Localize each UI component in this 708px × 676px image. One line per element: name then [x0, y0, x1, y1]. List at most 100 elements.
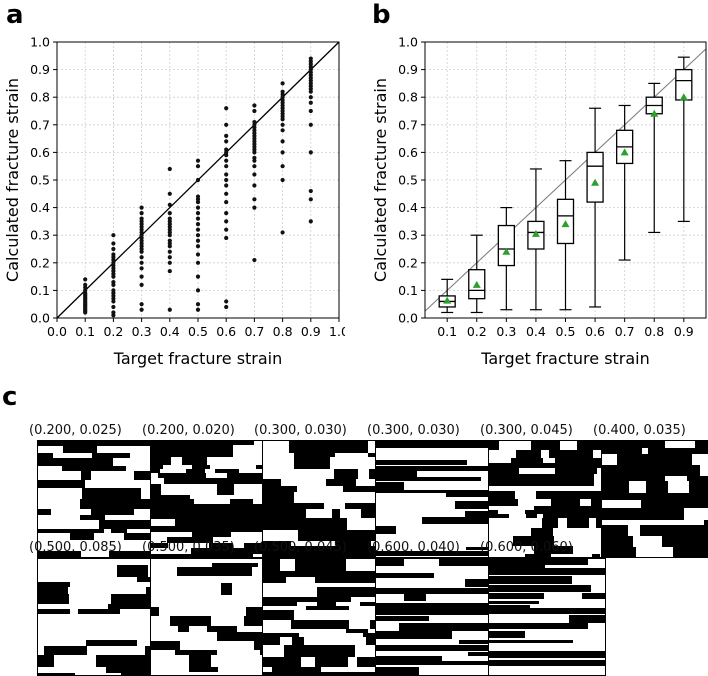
y-tick-label: 0.0	[398, 311, 418, 326]
phase-block	[315, 657, 348, 667]
box-0.9	[675, 56, 693, 222]
data-point	[139, 302, 144, 307]
mean-marker	[531, 229, 540, 237]
data-point	[224, 199, 229, 205]
data-point	[195, 227, 201, 232]
phase-block	[294, 457, 330, 469]
phase-block	[489, 605, 530, 608]
phase-block	[469, 603, 492, 608]
data-point	[308, 122, 313, 127]
phase-block	[617, 454, 651, 465]
phase-block	[530, 608, 605, 614]
phase-block	[151, 457, 171, 465]
phase-block	[120, 667, 154, 673]
phase-block	[571, 491, 605, 499]
x-tick-label: 0.6	[216, 324, 236, 339]
phase-block	[171, 504, 207, 514]
phase-block	[555, 458, 578, 463]
phase-block	[285, 667, 321, 672]
phase-block	[78, 480, 85, 488]
x-tick-label: 0.4	[160, 324, 180, 339]
phase-block	[376, 667, 419, 675]
microstructure-pattern	[489, 441, 605, 557]
microstructure-label: (0.600, 0.060)	[480, 540, 573, 555]
data-point	[308, 56, 313, 61]
y-axis-label: Calculated fracture strain	[3, 78, 22, 282]
phase-block	[158, 473, 197, 478]
phase-block	[223, 563, 258, 567]
data-point	[224, 235, 229, 241]
phase-block	[602, 481, 629, 493]
phase-block	[455, 501, 476, 509]
phase-block	[511, 458, 543, 463]
data-point	[167, 249, 172, 254]
phase-block	[210, 532, 231, 537]
phase-block	[216, 526, 227, 532]
phase-block	[317, 602, 336, 606]
data-point	[139, 216, 144, 221]
phase-block	[106, 667, 120, 673]
data-point	[252, 164, 257, 169]
microstructure-label: (0.600, 0.040)	[367, 540, 460, 555]
panel-label-c: c	[2, 382, 18, 412]
data-point	[224, 227, 229, 232]
phase-block	[376, 631, 452, 639]
microstructure-image	[375, 440, 493, 558]
phase-block	[298, 530, 328, 541]
x-tick-label: 0.6	[585, 324, 605, 339]
phase-block	[352, 546, 379, 557]
phase-block	[80, 499, 92, 509]
microstructure-image	[488, 558, 606, 676]
phase-block	[263, 602, 297, 606]
phase-block	[38, 441, 81, 446]
data-point	[280, 81, 285, 86]
mean-marker	[679, 93, 688, 101]
phase-block	[137, 594, 153, 604]
box-0.5	[556, 160, 575, 311]
phase-block	[489, 593, 544, 599]
x-tick-label: 0.9	[301, 324, 321, 339]
x-tick-label: 0.3	[132, 324, 152, 339]
phase-block	[151, 514, 189, 519]
phase-block	[459, 640, 492, 644]
phase-block	[676, 465, 700, 476]
phase-block	[489, 514, 509, 518]
phase-block	[562, 514, 584, 518]
phase-block	[38, 480, 65, 488]
phase-block	[99, 520, 106, 529]
phase-block	[255, 519, 267, 526]
phase-block	[336, 541, 371, 546]
phase-block	[369, 469, 379, 479]
phase-block	[334, 469, 358, 479]
phase-block	[227, 473, 257, 478]
phase-block	[404, 594, 426, 601]
phase-block	[532, 474, 571, 486]
x-tick-label: 0.5	[188, 324, 208, 339]
y-tick-label: 0.7	[30, 117, 50, 132]
phase-block	[187, 567, 210, 576]
phase-block	[525, 463, 545, 468]
phase-block	[669, 525, 691, 536]
phase-block	[164, 478, 175, 484]
box-0.7	[616, 104, 634, 261]
phase-block	[671, 448, 699, 454]
phase-block	[228, 514, 267, 519]
phase-block	[350, 577, 379, 583]
box-iqr	[497, 224, 515, 267]
phase-block	[602, 448, 615, 454]
data-point	[280, 89, 285, 94]
box-iqr	[586, 151, 604, 203]
phase-block	[376, 551, 409, 556]
phase-block	[489, 510, 498, 514]
phase-block	[634, 465, 676, 476]
phase-block	[185, 650, 198, 655]
phase-block	[192, 532, 210, 537]
x-tick-label: 0.1	[437, 324, 457, 339]
data-point	[252, 205, 257, 210]
phase-block	[96, 655, 118, 667]
phase-block	[489, 660, 542, 666]
data-point	[167, 202, 172, 207]
data-point	[139, 211, 144, 216]
phase-block	[644, 441, 665, 448]
scatter-chart: 0.0 0.1 0.2 0.3 0.4 0.5 0.6 0.7 0.8 0.9 1.0 0.0 0.1 0…	[3, 35, 345, 369]
